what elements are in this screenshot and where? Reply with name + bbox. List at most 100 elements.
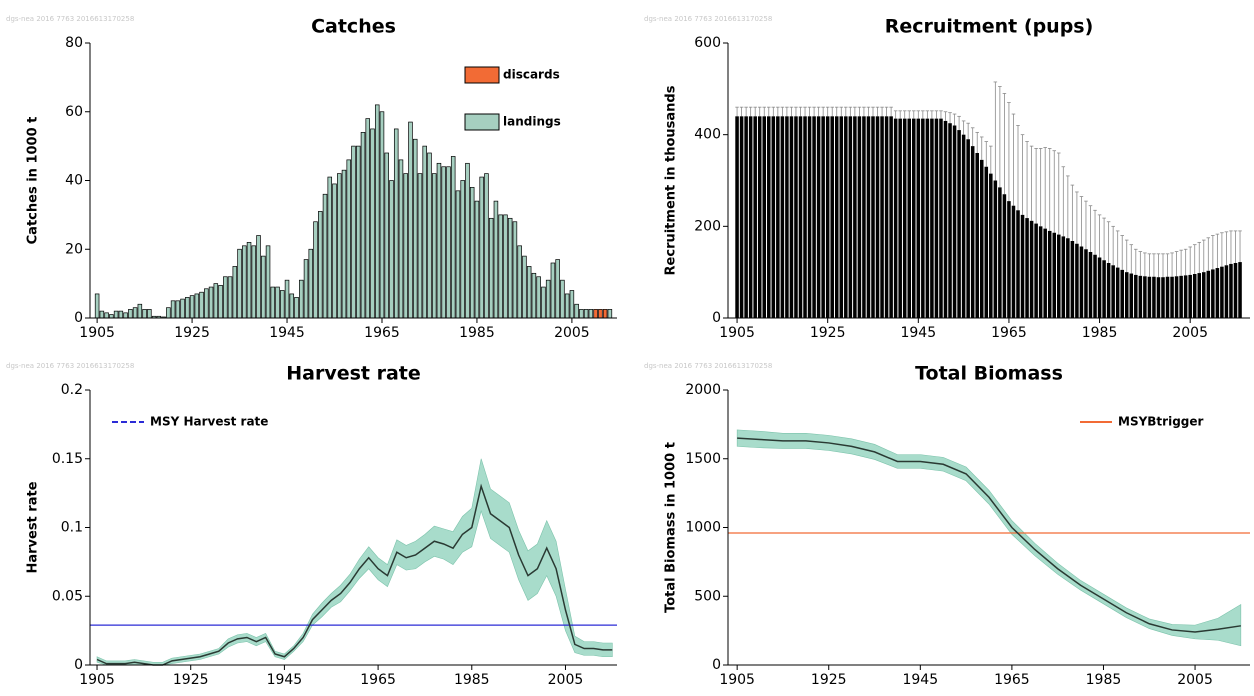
bar bbox=[943, 120, 948, 319]
bar bbox=[1007, 201, 1011, 318]
bar bbox=[1220, 266, 1224, 318]
bar bbox=[384, 152, 389, 319]
x-tick-label: 1925 bbox=[811, 672, 847, 688]
bar bbox=[1147, 276, 1152, 318]
bar bbox=[1115, 267, 1120, 318]
bar bbox=[242, 245, 247, 319]
bar bbox=[1152, 276, 1156, 318]
y-tick-label: 80 bbox=[65, 35, 83, 51]
bar bbox=[365, 118, 370, 319]
bar bbox=[474, 200, 480, 319]
bar bbox=[251, 245, 257, 319]
y-axis-label: Total Biomass in 1000 t bbox=[664, 442, 679, 613]
x-tick-label: 1985 bbox=[1082, 325, 1118, 341]
bar bbox=[123, 312, 128, 319]
bar bbox=[1233, 263, 1238, 318]
bar bbox=[465, 162, 470, 319]
panel: Total Biomass dgs-nea 2016 7763 201661317… bbox=[644, 362, 1250, 688]
chart-title: Catches bbox=[311, 16, 396, 38]
bar bbox=[1238, 262, 1242, 318]
bar bbox=[132, 307, 138, 319]
watermark: dgs-nea 2016 7763 2016613170258 bbox=[644, 362, 772, 370]
bar bbox=[393, 128, 399, 319]
bar bbox=[871, 116, 875, 318]
bar bbox=[598, 309, 603, 319]
bar bbox=[493, 200, 499, 319]
bar bbox=[322, 193, 328, 319]
bar bbox=[194, 293, 200, 319]
bar bbox=[1011, 205, 1016, 318]
bar bbox=[512, 221, 518, 319]
bar bbox=[560, 279, 565, 319]
y-tick-label: 0 bbox=[74, 310, 83, 326]
x-tick-label: 1905 bbox=[79, 325, 115, 341]
bar bbox=[1229, 263, 1233, 318]
bar bbox=[270, 286, 276, 319]
bar bbox=[916, 118, 921, 318]
bar bbox=[488, 217, 494, 319]
bar bbox=[1143, 276, 1147, 318]
bar bbox=[389, 180, 394, 319]
bar bbox=[408, 121, 413, 319]
bar bbox=[256, 235, 261, 319]
bar bbox=[1161, 277, 1165, 318]
legend-label: MSY Harvest rate bbox=[150, 415, 268, 429]
x-tick-label: 1965 bbox=[364, 325, 400, 341]
bar bbox=[862, 116, 866, 318]
bar bbox=[128, 309, 133, 319]
legend-label: landings bbox=[503, 115, 561, 129]
y-tick-label: 60 bbox=[65, 104, 83, 120]
bar bbox=[246, 242, 252, 319]
bar bbox=[948, 123, 952, 318]
bar bbox=[1097, 257, 1102, 318]
y-axis-label: Harvest rate bbox=[26, 481, 41, 573]
bar bbox=[104, 312, 109, 319]
bar bbox=[957, 130, 961, 318]
y-tick-label: 1000 bbox=[685, 520, 721, 536]
watermark: dgs-nea 2016 7763 2016613170258 bbox=[644, 15, 772, 23]
bar bbox=[825, 116, 830, 318]
legend-label: MSYBtrigger bbox=[1118, 415, 1204, 429]
x-tick-label: 2005 bbox=[1172, 325, 1208, 341]
watermark: dgs-nea 2016 7763 2016613170258 bbox=[6, 362, 134, 370]
bar bbox=[227, 276, 233, 319]
x-tick-label: 1905 bbox=[719, 672, 755, 688]
bar bbox=[503, 214, 508, 319]
bar bbox=[1025, 218, 1029, 318]
bar bbox=[261, 255, 266, 319]
bar bbox=[889, 116, 893, 318]
bar bbox=[1066, 238, 1070, 318]
bar bbox=[989, 173, 993, 318]
bar bbox=[147, 309, 152, 319]
bar bbox=[880, 116, 884, 318]
bar bbox=[593, 309, 598, 319]
bar bbox=[318, 211, 323, 319]
bar bbox=[265, 245, 271, 319]
bar bbox=[199, 291, 204, 319]
bar bbox=[379, 111, 385, 319]
bar bbox=[1197, 273, 1202, 318]
bar bbox=[218, 284, 223, 319]
bar bbox=[748, 116, 753, 318]
bar bbox=[280, 290, 285, 319]
bar bbox=[866, 116, 871, 318]
y-tick-label: 0 bbox=[712, 657, 721, 673]
bar bbox=[479, 176, 484, 319]
bar bbox=[180, 298, 185, 319]
x-tick-label: 1945 bbox=[267, 672, 303, 688]
chart-title: Recruitment (pups) bbox=[885, 16, 1094, 38]
bar bbox=[450, 156, 456, 319]
bar bbox=[1057, 234, 1061, 318]
bar bbox=[360, 132, 366, 319]
bar bbox=[762, 116, 767, 318]
bar bbox=[998, 187, 1002, 318]
x-tick-label: 1965 bbox=[360, 672, 396, 688]
bar bbox=[337, 173, 342, 319]
bar bbox=[541, 286, 546, 319]
bar bbox=[1016, 210, 1020, 318]
bar bbox=[776, 116, 780, 318]
bar bbox=[1134, 274, 1138, 318]
bar bbox=[469, 187, 475, 319]
bar bbox=[289, 293, 295, 319]
